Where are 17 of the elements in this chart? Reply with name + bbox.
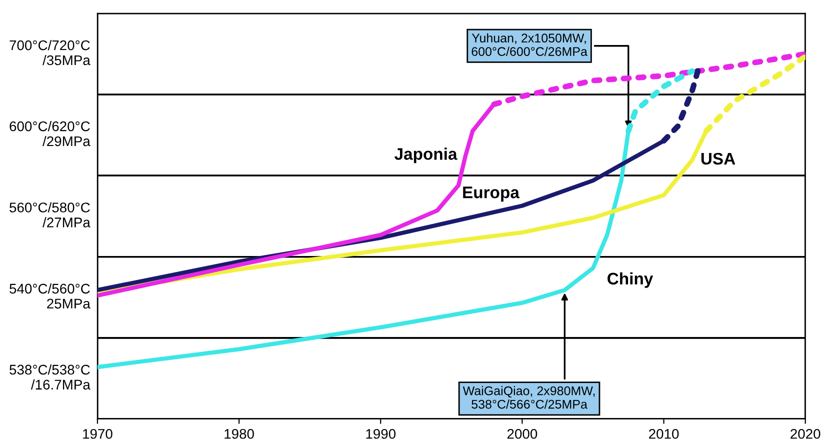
series-label: Chiny (608, 272, 654, 288)
series-label: USA (701, 152, 736, 165)
x-tick-label: 2010 (649, 428, 679, 439)
x-tick-label: 1980 (224, 428, 254, 439)
x-tick-label: 1990 (366, 428, 396, 439)
series-label: Europa (463, 186, 520, 202)
x-tick-label: 2000 (507, 428, 538, 439)
annotation: Yuhuan, 2x1050MW, 600°C/600°C/26MPa (472, 33, 588, 56)
x-tick-label: 1970 (83, 428, 112, 439)
x-tick-label: 2020 (790, 428, 820, 439)
band-label: 560°C/580°C /27MPa (10, 202, 90, 228)
band-label: 538°C/538°C /16.7MPa (10, 364, 90, 390)
band-label: 600°C/620°C /29MPa (10, 121, 90, 146)
series-label: Japonia (394, 148, 458, 164)
band-label: 540°C/560°C 25MPa (10, 283, 90, 309)
annotation: WaiGaiQiao, 2x980MW, 538°C/566°C/25MPa (462, 386, 595, 409)
band-label: 700°C/720°C /35MPa (10, 40, 90, 66)
